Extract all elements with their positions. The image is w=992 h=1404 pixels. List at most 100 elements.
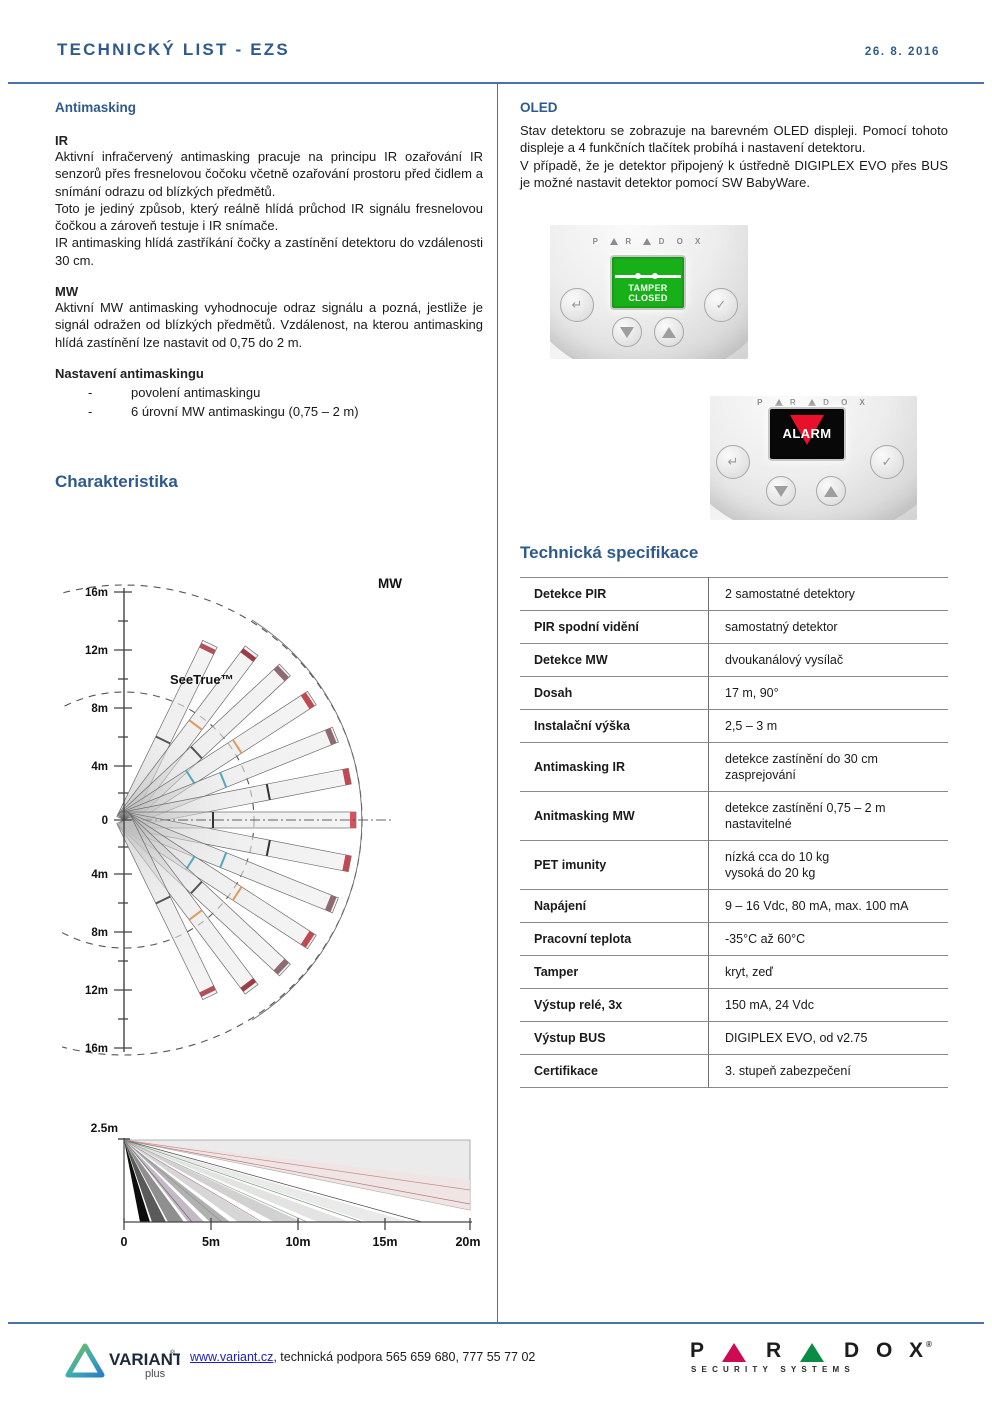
table-row: Výstup relé, 3x 150 mA, 24 Vdc	[520, 988, 948, 1022]
screen-line-1: TAMPER	[628, 283, 668, 293]
variant-logo-svg: VARIANT ® plus	[65, 1343, 184, 1380]
spec-value: samostatný detektor	[708, 610, 948, 644]
paradox-letter-d: D	[844, 1339, 860, 1362]
spec-value: 2,5 – 3 m	[708, 709, 948, 743]
chevron-down-icon	[620, 326, 634, 338]
paradox-letter-x: X	[909, 1339, 924, 1362]
mw-paragraph: Aktivní MW antimasking vyhodnocuje odraz…	[55, 299, 483, 350]
check-icon: ✓	[881, 454, 893, 469]
side-height-label: 2.5m	[91, 1121, 118, 1135]
variant-wordmark: VARIANT	[109, 1350, 180, 1369]
spec-value-line-1: detekce zastínění do 30 cm	[725, 752, 878, 766]
footer-divider	[8, 1322, 984, 1324]
registered-mark: ®	[170, 1349, 176, 1357]
spec-key: Napájení	[520, 889, 709, 923]
up-button[interactable]	[654, 317, 684, 347]
spec-value-line-2: nastavitelné	[725, 817, 792, 831]
beam-ray	[119, 812, 317, 950]
oled-paragraph: Stav detektoru se zobrazuje na barevném …	[520, 123, 948, 190]
table-row: Výstup BUS DIGIPLEX EVO, od v2.75	[520, 1021, 948, 1055]
paradox-brand-label: P R D O X	[757, 398, 870, 407]
side-axis-tick-labels: 0 5m 10m 15m 20m	[121, 1235, 481, 1249]
spec-value: kryt, zeď	[708, 955, 948, 989]
spec-value-line-1: nízká cca do 10 kg	[725, 850, 830, 864]
paradox-triangle-red-icon	[722, 1343, 746, 1362]
table-row: PET imunity nízká cca do 10 kg vysoká do…	[520, 840, 948, 890]
table-row: Pracovní teplota -35°C až 60°C	[520, 922, 948, 956]
top-view-coverage-chart: 16m 12m 8m 4m 0 4m 8m 12m 16m MW SeeTrue…	[0, 560, 482, 1080]
spec-value: detekce zastínění do 30 cm zasprejování	[708, 742, 948, 792]
spec-key: PIR spodní vidění	[520, 610, 709, 644]
charakteristika-heading: Charakteristika	[55, 471, 178, 491]
screen-bar	[615, 275, 681, 278]
axis-tick-label: 0	[121, 1235, 128, 1249]
spec-value-line-2: zasprejování	[725, 768, 796, 782]
spec-heading: Technická specifikace	[520, 543, 699, 562]
axis-tick-label: 0	[102, 815, 108, 827]
spec-value-line-2: vysoká do 20 kg	[725, 866, 816, 880]
oled-device-tamper-closed: P R D O X TAMPER CLOSED ↵ ✓	[550, 225, 748, 359]
right-column: OLED Stav detektoru se zobrazuje na bare…	[520, 100, 948, 191]
back-arrow-icon: ↵	[727, 454, 739, 469]
paradox-letter-r: R	[766, 1339, 782, 1362]
page-header: TECHNICKÝ LIST - EZS 26. 8. 2016	[0, 40, 992, 80]
axis-tick-label: 8m	[91, 703, 108, 715]
alarm-triangle-icon	[790, 415, 824, 445]
list-item: povolení antimaskingu	[55, 383, 483, 403]
chevron-up-icon	[662, 326, 676, 338]
up-button[interactable]	[816, 476, 846, 506]
header-divider	[8, 82, 984, 84]
beam-ray	[118, 663, 291, 827]
down-button[interactable]	[612, 317, 642, 347]
ok-button[interactable]: ✓	[870, 445, 904, 479]
spec-value: 150 mA, 24 Vdc	[708, 988, 948, 1022]
page-footer: VARIANT ® plus www.variant.cz, technická…	[0, 1336, 992, 1396]
paradox-registered-mark: ®	[926, 1340, 932, 1349]
check-icon: ✓	[715, 297, 727, 312]
spec-value: 3. stupeň zabezpečení	[708, 1054, 948, 1088]
variant-website-link[interactable]: www.variant.cz	[190, 1350, 274, 1364]
antimasking-heading: Antimasking	[55, 100, 137, 115]
axis-tick-label: 15m	[372, 1235, 397, 1249]
spec-value: dvoukanálový vysílač	[708, 643, 948, 677]
oled-screen: ALARM	[768, 407, 846, 461]
spec-table: Detekce PIR 2 samostatné detektory PIR sp…	[520, 577, 948, 1088]
chevron-up-icon	[824, 485, 838, 497]
table-row: Instalační výška 2,5 – 3 m	[520, 709, 948, 743]
back-button[interactable]: ↵	[716, 445, 750, 479]
support-contact-text: , technická podpora 565 659 680, 777 55 …	[273, 1350, 536, 1364]
list-item: 6 úrovní MW antimaskingu (0,75 – 2 m)	[55, 402, 483, 422]
side-view-svg: 2.5m 0 5m 10m 15m 20m	[91, 1121, 481, 1249]
antimasking-settings-list: povolení antimaskingu 6 úrovní MW antima…	[55, 383, 483, 422]
back-button[interactable]: ↵	[560, 288, 594, 322]
axis-tick-label: 10m	[285, 1235, 310, 1249]
table-row: Tamper kryt, zeď	[520, 955, 948, 989]
paradox-logo: P R D O X ® SECURITY SYSTEMS	[690, 1340, 935, 1380]
left-column: Antimasking IR Aktivní infračervený anti…	[55, 100, 483, 499]
variant-logo: VARIANT ® plus	[65, 1342, 184, 1380]
spec-key: Pracovní teplota	[520, 922, 709, 956]
triangle-a-icon	[774, 399, 783, 406]
document-date: 26. 8. 2016	[864, 46, 940, 58]
variant-triangle-icon	[65, 1343, 105, 1378]
triangle-a-icon	[643, 238, 652, 245]
paradox-wordmark: P R D O X ® SECURITY SYSTEMS	[690, 1339, 935, 1374]
table-row: PIR spodní vidění samostatný detektor	[520, 610, 948, 644]
pir-beam-group	[116, 639, 392, 1001]
axis-tick-labels: 16m 12m 8m 4m 0 4m 8m 12m 16m	[85, 587, 108, 1055]
axis-tick-label: 12m	[85, 985, 108, 997]
table-row: Antimasking IR detekce zastínění do 30 c…	[520, 742, 948, 792]
axis-tick-label: 12m	[85, 645, 108, 657]
top-view-svg: 16m 12m 8m 4m 0 4m 8m 12m 16m MW SeeTrue…	[0, 576, 402, 1056]
screen-line-2: CLOSED	[628, 293, 668, 304]
coverage-outer-arc	[251, 619, 363, 1021]
ok-button[interactable]: ✓	[704, 288, 738, 322]
spec-key: Tamper	[520, 955, 709, 989]
down-button[interactable]	[766, 476, 796, 506]
spec-value: detekce zastínění 0,75 – 2 m nastaviteln…	[708, 791, 948, 841]
mw-subheading: MW	[55, 283, 79, 299]
spec-value: 9 – 16 Vdc, 80 mA, max. 100 mA	[708, 889, 948, 923]
table-row: Certifikace 3. stupeň zabezpečení	[520, 1054, 948, 1088]
spec-key: Detekce PIR	[520, 577, 709, 611]
screen-dot	[635, 273, 641, 279]
